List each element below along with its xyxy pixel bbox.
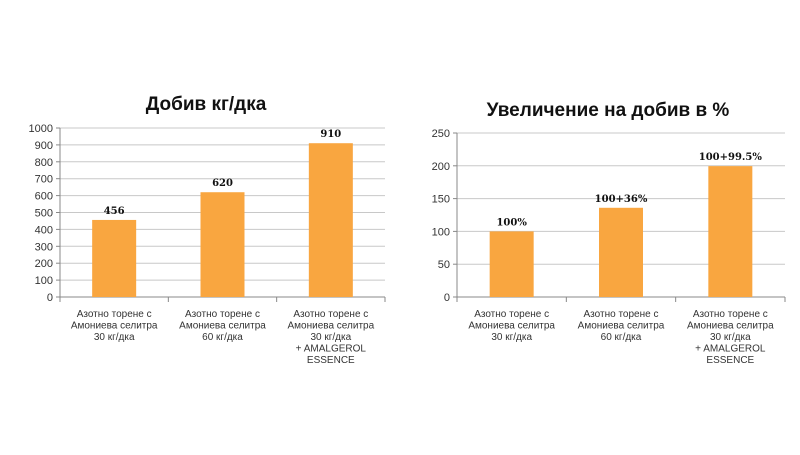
y-tick-label: 50 [438,259,450,271]
category-label: 30 кг/дка [310,332,351,343]
category-label: ESSENCE [706,355,754,366]
bar [599,207,643,297]
y-tick-label: 1000 [29,123,53,135]
category-label: 30 кг/дка [94,332,135,343]
data-label: 910 [320,129,341,140]
y-tick-label: 800 [35,157,53,169]
category-label: Амониева селитра [687,321,774,332]
y-tick-label: 900 [35,140,53,152]
bar [489,231,534,297]
category-label: Амониева селитра [468,321,555,332]
data-label: 100+36% [595,194,648,205]
yield-chart-svg: Добив кг/дка 0 100 200 300 400 500 600 700 800 900… [29,94,386,366]
data-label: 456 [104,206,125,217]
category-label: 30 кг/дка [710,332,751,343]
y-tick-label: 300 [35,241,53,253]
category-label: Азотно торене с [185,309,260,320]
y-tick-label: 100 [35,275,53,287]
y-tick-label: 400 [35,224,53,236]
y-tick-label: 500 [35,208,53,220]
category-label: Амониева селитра [71,321,158,332]
category-label: Азотно торене с [77,309,152,320]
y-tick-label: 600 [35,191,53,203]
y-tick-label: 200 [35,258,53,270]
y-tick-label: 700 [35,174,53,186]
y-tick-label: 100 [432,226,450,238]
category-label: Азотно торене с [584,309,659,320]
bar [92,219,137,297]
category-label: 60 кг/дка [202,332,243,343]
y-tick-label: 150 [432,194,450,206]
y-tick-label: 0 [47,292,53,304]
bar [708,166,753,297]
yield-increase-chart-svg: Увеличение на добив в % 0 50 100 150 200 250 10… [432,100,786,366]
chart-title: Добив кг/дка [146,94,267,115]
category-label: 60 кг/дка [601,332,642,343]
category-label: + AMALGEROL [296,344,367,355]
category-label: Азотно торене с [474,309,549,320]
category-label: ESSENCE [307,355,355,366]
category-label: Амониева селитра [179,321,266,332]
category-label: 30 кг/дка [491,332,532,343]
yield-chart: Добив кг/дка 0 100 200 300 400 500 600 700 800 900… [29,94,386,366]
data-label: 100% [496,217,527,228]
category-label: Азотно торене с [293,309,368,320]
category-label: Амониева селитра [287,321,374,332]
data-label: 620 [212,178,233,189]
y-tick-label: 0 [444,292,450,304]
y-tick-label: 250 [432,128,450,140]
yield-increase-chart: Увеличение на добив в % 0 50 100 150 200 250 10… [400,0,800,455]
category-label: Амониева селитра [578,321,665,332]
data-label: 100+99.5% [699,152,763,163]
bar [200,192,245,297]
bar [308,143,353,297]
chart-title: Увеличение на добив в % [487,100,730,121]
category-label: + AMALGEROL [695,344,766,355]
y-tick-label: 200 [432,161,450,173]
category-label: Азотно торене с [693,309,768,320]
